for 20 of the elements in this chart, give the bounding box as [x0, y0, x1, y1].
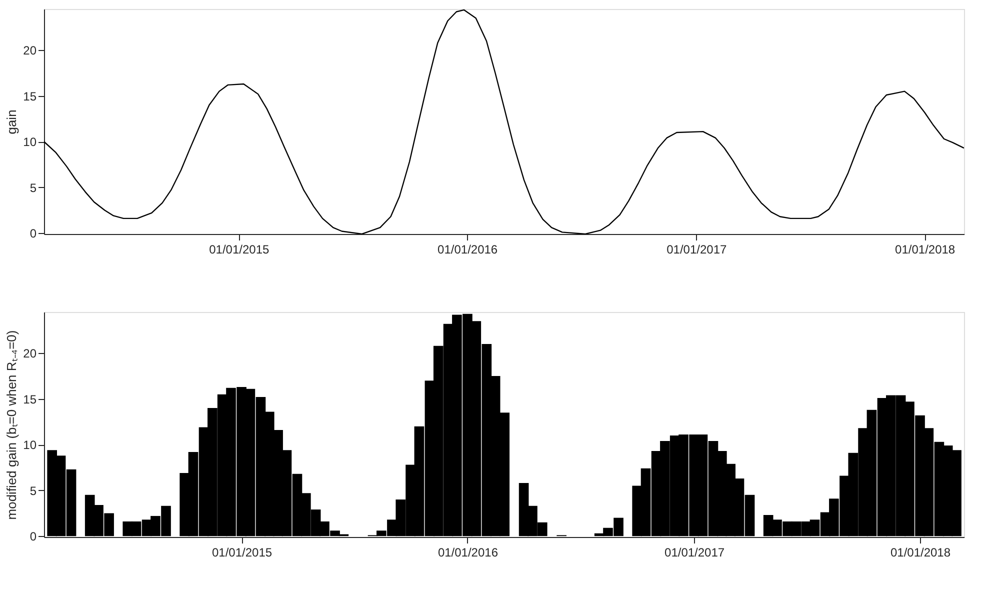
y-axis-title: modified gain (bₜ=0 when Rₜ₋₄=0) [4, 330, 20, 520]
y-tick-label: 15 [23, 89, 37, 104]
y-tick-label: 5 [30, 180, 37, 195]
x-tick-label: 01/01/2016 [438, 242, 498, 256]
y-tick-label: 10 [23, 438, 37, 452]
y-tick-label: 10 [23, 135, 37, 150]
y-tick-label: 0 [30, 226, 37, 241]
x-tick-label: 01/01/2017 [664, 546, 725, 560]
y-axis-title: gain [4, 110, 20, 134]
y-tick-label: 5 [30, 484, 37, 498]
x-tick-label: 01/01/2015 [209, 242, 270, 256]
x-tick-label: 01/01/2017 [666, 242, 727, 256]
y-tick-label: 20 [23, 346, 37, 361]
y-tick-label: 0 [30, 530, 37, 544]
x-tick-label: 01/01/2018 [890, 546, 951, 560]
y-tick-label: 20 [23, 44, 37, 58]
x-tick-label: 01/01/2018 [895, 242, 956, 256]
y-tick-label: 15 [23, 392, 37, 406]
x-tick-label: 01/01/2016 [438, 546, 498, 560]
x-tick-label: 01/01/2015 [212, 546, 272, 560]
